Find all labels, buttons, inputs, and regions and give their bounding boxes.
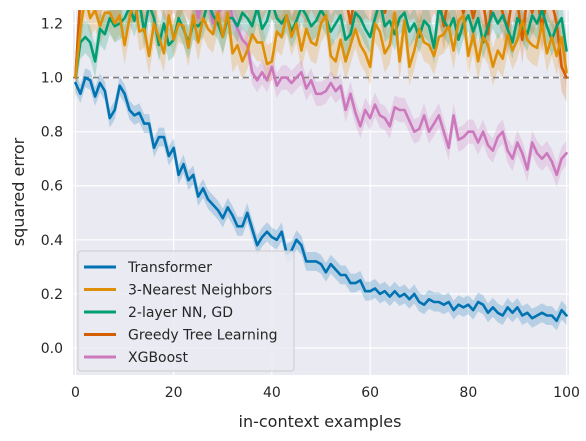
x-tick-label-3: 60: [361, 385, 379, 401]
x-tick-label-5: 100: [553, 385, 580, 401]
y-axis-label: squared error: [9, 137, 28, 246]
legend: Transformer 3-Nearest Neighbors 2-layer NN…: [77, 250, 295, 372]
y-tick-label-3: 0.6: [41, 179, 63, 195]
series-line-3: [74, 10, 568, 79]
band-2: [75, 10, 567, 94]
y-tick-label-2: 0.4: [41, 233, 63, 249]
band-4: [75, 10, 567, 188]
y-tick-label-5: 1.0: [41, 71, 63, 87]
x-tick-label-0: 0: [71, 385, 80, 401]
y-tick-label-4: 0.8: [41, 125, 63, 141]
x-tick-label-2: 40: [263, 385, 281, 401]
legend-label-1: 3-Nearest Neighbors: [128, 283, 272, 299]
band-1: [75, 10, 567, 97]
y-tick-label-1: 0.2: [41, 287, 63, 303]
series-line-4: [74, 10, 568, 177]
y-tick-label-0: 0.0: [41, 341, 63, 357]
series-line-1: [74, 10, 568, 79]
legend-label-0: Transformer: [127, 260, 212, 276]
legend-label-2: 2-layer NN, GD: [128, 305, 233, 321]
legend-label-4: XGBoost: [128, 350, 188, 366]
series-line-0: [74, 76, 568, 323]
x-tick-label-4: 80: [459, 385, 477, 401]
x-tick-label-1: 20: [165, 385, 183, 401]
legend-label-3: Greedy Tree Learning: [128, 328, 278, 344]
series-lines: [74, 10, 568, 323]
y-tick-label-6: 1.2: [41, 17, 63, 33]
tick-labels: 0 20 40 60 80 100 0.0 0.2 0.4 0.6 0.8 1.0 1.2: [41, 17, 580, 401]
x-axis-label: in-context examples: [239, 412, 402, 431]
legend-box: [77, 250, 295, 372]
